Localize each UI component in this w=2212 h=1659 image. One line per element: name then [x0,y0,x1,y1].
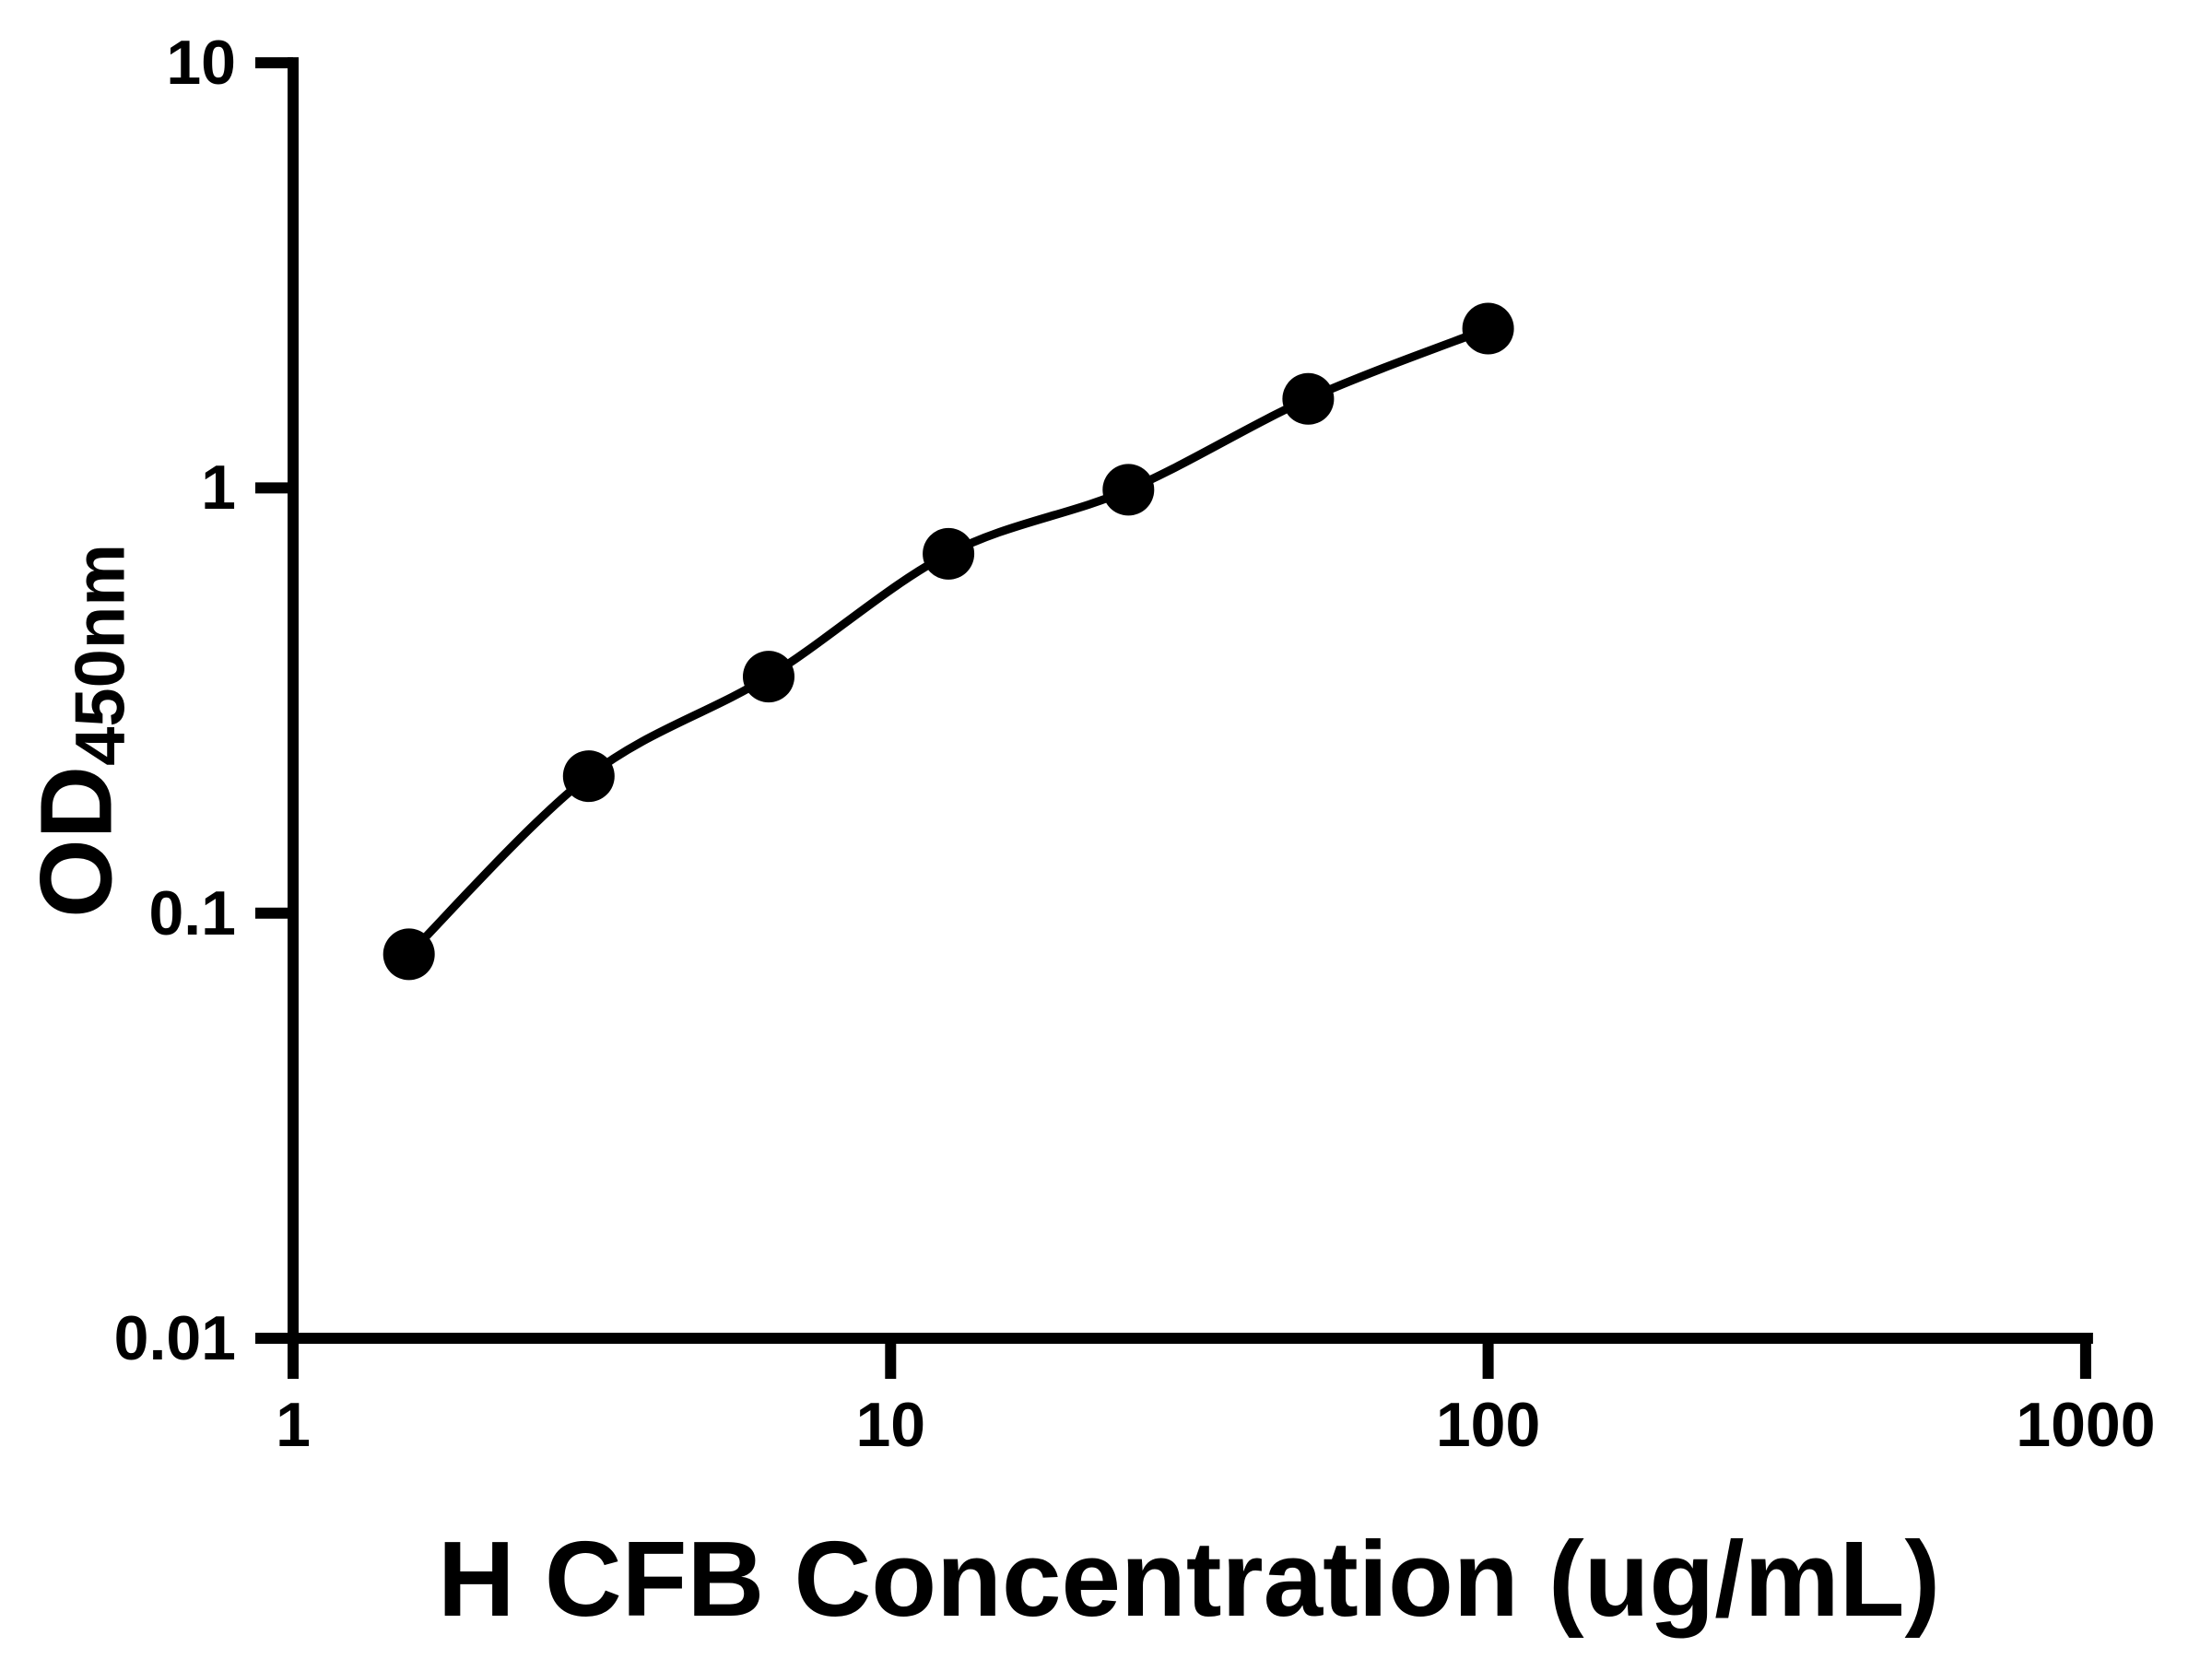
axis-ticks [255,57,2091,1379]
y-tick-label: 0.01 [113,1303,236,1373]
data-point-markers [382,302,1514,981]
axes [288,57,2093,1344]
data-point [923,527,975,580]
y-tick-label: 10 [166,28,236,99]
y-tick-label: 0.1 [148,877,236,948]
y-tick-label: 1 [201,453,236,524]
x-axis-title: H CFB Concentration (ug/mL) [437,1519,1941,1639]
x-tick-label: 1 [276,1390,311,1460]
x-tick-label: 1000 [2016,1390,2156,1460]
x-tick-label: 100 [1435,1390,1541,1460]
y-axis-title-subscript: 450nm [61,544,140,766]
standard-curve-line [406,324,1490,958]
curve-path [406,324,1490,958]
y-axis-title-main: OD [19,765,134,918]
data-point [1102,464,1155,516]
x-tick-label: 10 [855,1390,926,1460]
data-point [562,750,615,803]
data-point [743,651,794,703]
data-point [382,928,435,981]
data-point [1462,302,1514,355]
data-point [1282,372,1335,425]
y-axis-title: OD450nm [20,544,140,918]
